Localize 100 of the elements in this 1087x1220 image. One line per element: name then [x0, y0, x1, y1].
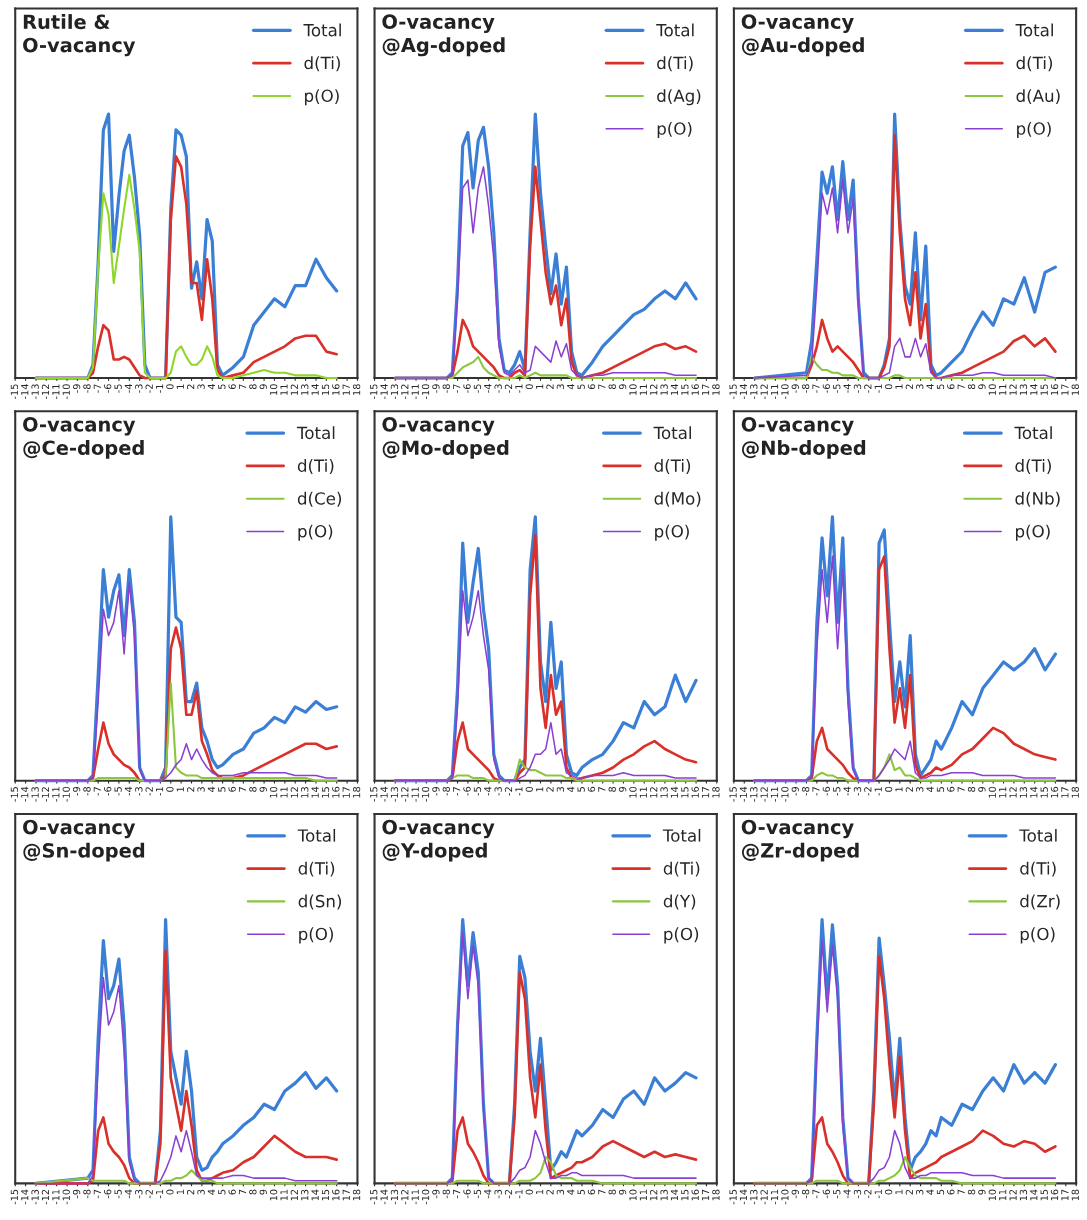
- x-tick-label: 12: [290, 384, 298, 395]
- chart-title: O-vacancy @Au-doped: [741, 14, 864, 57]
- x-tick-label: -3: [135, 1189, 143, 1199]
- x-tick-label: 3: [197, 1189, 205, 1195]
- x-tick-label: -9: [72, 384, 81, 393]
- x-tick-label: 8: [608, 1189, 616, 1195]
- x-tick-label: 18: [712, 1189, 720, 1201]
- x-tick-label: 0: [166, 384, 174, 390]
- x-tick-label: 10: [629, 786, 637, 798]
- x-tick-label: 16: [1050, 1189, 1059, 1201]
- x-tick-label: -14: [739, 786, 747, 802]
- x-tick-label: -8: [442, 1189, 450, 1199]
- x-tick-label: 5: [936, 787, 945, 792]
- x-tick-label: -14: [380, 384, 388, 399]
- x-tick-label: -6: [104, 786, 112, 796]
- legend-label: d(Ti): [1020, 861, 1056, 877]
- x-tick-label: -9: [791, 786, 799, 796]
- x-tick-label: 3: [556, 384, 565, 389]
- x-tick-label: 9: [618, 1189, 627, 1195]
- x-tick-label: 1: [176, 384, 184, 389]
- x-tick-label: -12: [760, 384, 768, 399]
- chart-title: Rutile & O-vacancy: [23, 14, 136, 57]
- x-tick-label: -13: [390, 1189, 399, 1205]
- legend-label: Total: [653, 426, 691, 440]
- x-tick-label: -2: [504, 1189, 513, 1199]
- x-tick-label: -11: [52, 384, 60, 399]
- x-tick-label: 15: [681, 384, 689, 395]
- x-tick-label: 9: [259, 384, 267, 390]
- x-tick-label: -5: [473, 787, 482, 796]
- x-tick-label: 17: [702, 1189, 710, 1201]
- x-tick-label: -5: [114, 384, 122, 393]
- x-tick-label: 9: [259, 786, 267, 792]
- x-tick-label: 7: [238, 384, 247, 389]
- legend-label: d(Ag): [657, 89, 701, 106]
- x-tick-label: 13: [301, 1189, 309, 1201]
- x-tick-label: -3: [853, 787, 862, 796]
- x-tick-label: -6: [463, 1189, 471, 1199]
- x-tick-label: 17: [1061, 787, 1069, 798]
- legend-label: Total: [303, 23, 341, 37]
- x-tick-label: 13: [660, 384, 668, 395]
- x-tick-label: -14: [21, 384, 29, 399]
- x-tick-label: -8: [801, 384, 810, 393]
- x-tick-label: 8: [967, 384, 976, 390]
- x-tick-label: 14: [1030, 384, 1038, 395]
- x-tick-label: 2: [186, 384, 195, 390]
- x-tick-label: -9: [791, 1189, 799, 1199]
- legend-label: d(Ce): [297, 491, 342, 507]
- x-tick-label: 4: [567, 1189, 575, 1195]
- x-tick-label: -2: [864, 787, 872, 796]
- x-tick-label: 2: [546, 1189, 554, 1195]
- x-tick-label: 6: [947, 1189, 955, 1195]
- x-tick-label: -8: [83, 1189, 91, 1199]
- x-tick-label: 18: [352, 1189, 361, 1201]
- legend-label: d(Ti): [654, 459, 691, 474]
- x-tick-label: -9: [72, 1189, 81, 1199]
- legend-label: Total: [1014, 426, 1052, 440]
- x-tick-label: 8: [967, 1189, 976, 1195]
- x-tick-label: -11: [770, 384, 779, 399]
- legend-label: p(O): [1020, 927, 1055, 944]
- x-tick-label: 9: [978, 786, 986, 792]
- x-tick-label: 18: [1071, 1189, 1079, 1201]
- x-tick-label: -14: [21, 786, 29, 802]
- x-tick-label: 7: [957, 1189, 965, 1195]
- x-tick-label: 14: [670, 786, 678, 798]
- legend-label: p(O): [655, 524, 689, 541]
- x-tick-label: 6: [587, 1189, 596, 1195]
- x-tick-label: -9: [432, 786, 440, 796]
- x-tick-label: 9: [978, 1189, 986, 1195]
- x-tick-label: 16: [691, 384, 699, 395]
- x-tick-label: 17: [1061, 384, 1069, 395]
- x-tick-label: 3: [556, 1189, 565, 1195]
- x-tick-label: 7: [957, 384, 965, 389]
- chart-title: O-vacancy @Y-doped: [382, 819, 495, 862]
- legend-label: p(O): [664, 927, 699, 944]
- x-tick-label: 8: [608, 384, 616, 390]
- x-tick-label: -7: [453, 1189, 461, 1199]
- x-tick-label: 7: [598, 384, 606, 389]
- chart-title: O-vacancy @Mo-doped: [382, 416, 509, 459]
- x-tick-label: 5: [218, 1189, 226, 1195]
- x-tick-label: 15: [1040, 787, 1048, 798]
- legend-label: d(Sn): [298, 894, 342, 910]
- x-tick-label: 10: [988, 786, 996, 798]
- x-tick-label: -12: [760, 787, 768, 802]
- x-tick-label: -2: [504, 787, 513, 796]
- x-tick-label: 12: [290, 787, 298, 798]
- x-tick-label: 13: [1019, 787, 1028, 798]
- x-tick-label: -5: [473, 384, 482, 393]
- x-tick-label: -3: [853, 1189, 862, 1199]
- x-tick-label: 14: [670, 1189, 678, 1201]
- x-tick-label: 10: [269, 384, 278, 395]
- x-tick-label: 15: [1040, 384, 1048, 395]
- legend-label: d(Mo): [654, 491, 701, 507]
- x-tick-label: 1: [536, 384, 544, 389]
- x-tick-label: -8: [442, 786, 450, 796]
- x-tick-label: 15: [681, 1189, 689, 1201]
- x-tick-label: 2: [905, 384, 913, 390]
- x-tick-label: 16: [332, 384, 340, 395]
- x-tick-label: -3: [494, 384, 502, 393]
- x-tick-label: -8: [801, 1189, 810, 1199]
- legend-label: d(Ti): [298, 861, 335, 877]
